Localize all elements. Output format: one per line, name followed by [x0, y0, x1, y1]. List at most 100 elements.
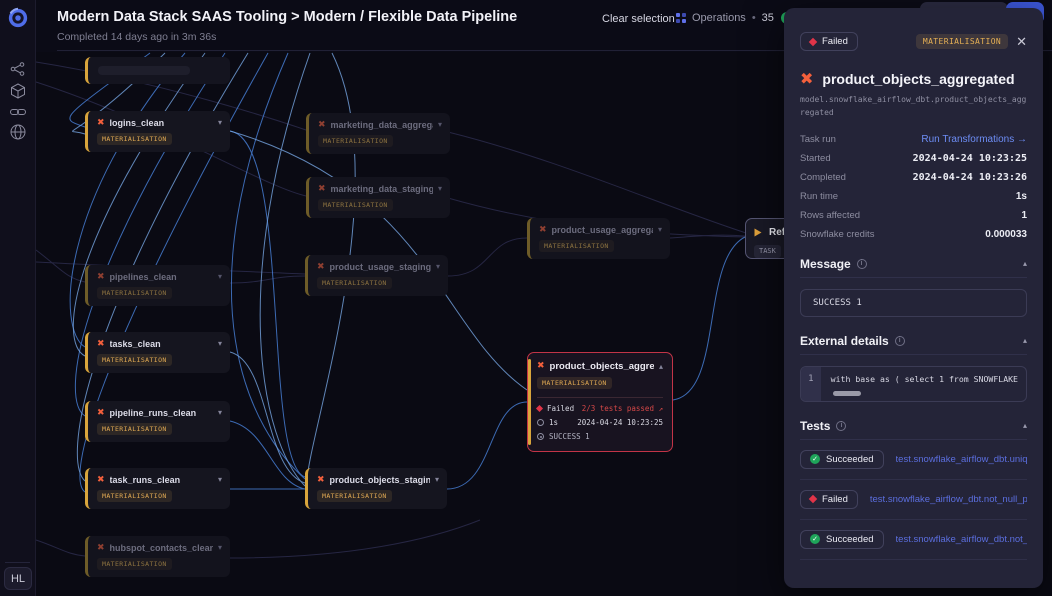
- node-label: product_usage_aggregated: [551, 225, 653, 235]
- graph-node-product-objects-aggregated-selected[interactable]: ✖ product_objects_aggregated ▴ MATERIALI…: [527, 352, 673, 452]
- integrations-nav-icon[interactable]: [9, 103, 27, 121]
- close-icon[interactable]: ✕: [1016, 34, 1027, 49]
- graph-node-hubspot-contacts-clean[interactable]: ✖ hubspot_contacts_clean ▾ MATERIALISATI…: [85, 536, 230, 577]
- info-icon[interactable]: i: [856, 258, 867, 269]
- test-link[interactable]: test.snowflake_airflow_dbt.not_null_pr: [869, 493, 1027, 505]
- user-avatar[interactable]: HL: [4, 567, 32, 590]
- dbt-icon: ✖: [97, 271, 105, 282]
- test-link[interactable]: test.snowflake_airflow_dbt.unique_pro: [895, 453, 1027, 465]
- dbt-icon: ✖: [97, 117, 105, 128]
- node-label: hubspot_contacts_clean: [109, 543, 213, 553]
- horizontal-scrollbar[interactable]: [833, 390, 861, 396]
- chevron-down-icon[interactable]: ▾: [217, 543, 222, 552]
- node-label: pipeline_runs_clean: [109, 408, 197, 418]
- chevron-down-icon[interactable]: ▾: [436, 262, 441, 271]
- detail-row: Rows affected 1: [800, 210, 1027, 221]
- detail-row: Task run Run Transformations →: [800, 134, 1027, 145]
- collapse-icon[interactable]: ▴: [1022, 336, 1027, 346]
- node-label: marketing_data_aggregated: [330, 120, 433, 130]
- test-link[interactable]: test.snowflake_airflow_dbt.not_null_pr: [895, 533, 1027, 545]
- node-detail-panel: Failed MATERIALISATION ✕ ✖ product_objec…: [784, 8, 1043, 588]
- graph-node-tasks-clean[interactable]: ✖ tasks_clean ▾ MATERIALISATION: [85, 332, 230, 373]
- graph-node-pipeline-runs-clean[interactable]: ✖ pipeline_runs_clean ▾ MATERIALISATION: [85, 401, 230, 442]
- materialisation-badge: MATERIALISATION: [915, 34, 1009, 49]
- materialisation-badge: MATERIALISATION: [318, 135, 393, 147]
- graph-node-product-usage-staging[interactable]: ✖ product_usage_staging ▾ MATERIALISATIO…: [305, 255, 448, 296]
- section-title: External details: [800, 333, 889, 348]
- status-badge: Failed: [800, 32, 858, 51]
- code-text: with base as ( select 1 from SNOWFLAKE: [830, 373, 1018, 384]
- node-label: product_objects_staging: [329, 475, 430, 485]
- panel-title: product_objects_aggregated: [822, 71, 1015, 87]
- test-row: Failed test.snowflake_airflow_dbt.not_nu…: [800, 480, 1027, 520]
- task-run-link[interactable]: Run Transformations →: [921, 133, 1027, 145]
- chevron-down-icon[interactable]: ▾: [437, 184, 442, 193]
- test-status-badge: Failed: [800, 489, 858, 509]
- info-icon[interactable]: i: [836, 420, 847, 431]
- node-accent-bar: [528, 359, 531, 445]
- node-label: product_usage_staging: [329, 262, 431, 272]
- pipelines-nav-icon[interactable]: [9, 60, 27, 78]
- node-label: tasks_clean: [109, 339, 161, 349]
- detail-row: Snowflake credits 0.000033: [800, 229, 1027, 240]
- chevron-down-icon[interactable]: ▾: [657, 225, 662, 234]
- chevron-down-icon[interactable]: ▾: [217, 475, 222, 484]
- products-nav-icon[interactable]: [9, 82, 27, 100]
- dbt-icon: ✖: [97, 542, 105, 553]
- node-status: Failed: [547, 404, 575, 413]
- chevron-down-icon[interactable]: ▾: [217, 339, 222, 348]
- chevron-down-icon[interactable]: ▾: [217, 118, 222, 127]
- graph-node-marketing-data-staging[interactable]: ✖ marketing_data_staging ▾ MATERIALISATI…: [306, 177, 450, 218]
- collapse-icon[interactable]: ▴: [1022, 259, 1027, 269]
- graph-node-task-runs-clean[interactable]: ✖ task_runs_clean ▾ MATERIALISATION: [85, 468, 230, 509]
- collapse-icon[interactable]: ▴: [1022, 421, 1027, 431]
- web-nav-icon[interactable]: [9, 123, 27, 141]
- chevron-down-icon[interactable]: ▾: [434, 475, 439, 484]
- test-status-badge: ✓ Succeeded: [800, 529, 884, 549]
- app-logo-icon[interactable]: [7, 7, 29, 29]
- dbt-icon: ✖: [317, 261, 325, 272]
- node-label: logins_clean: [109, 118, 165, 128]
- materialisation-badge: MATERIALISATION: [97, 558, 172, 570]
- sql-code-block: 1 with base as ( select 1 from SNOWFLAKE: [800, 365, 1027, 402]
- node-label: pipelines_clean: [109, 272, 177, 282]
- node-message: SUCCESS 1: [549, 432, 590, 441]
- node-label: marketing_data_staging: [330, 184, 433, 194]
- test-status-label: Succeeded: [826, 453, 874, 465]
- info-icon[interactable]: i: [894, 335, 905, 346]
- detail-label: Run time: [800, 190, 839, 202]
- node-label: Refre: [769, 227, 795, 238]
- graph-node-product-usage-aggregated[interactable]: ✖ product_usage_aggregated ▾ MATERIALISA…: [527, 218, 670, 259]
- node-label: product_objects_aggregated: [549, 361, 654, 372]
- message-section-header: Message i ▴: [800, 257, 1027, 278]
- chevron-down-icon[interactable]: ▾: [217, 272, 222, 281]
- test-status-label: Failed: [822, 493, 848, 505]
- separator-dot: •: [751, 12, 756, 24]
- graph-node-partial[interactable]: [85, 57, 230, 84]
- check-circle-icon: ✓: [810, 534, 820, 545]
- dbt-icon: ✖: [318, 119, 326, 130]
- chevron-down-icon[interactable]: ▾: [437, 120, 442, 129]
- graph-node-logins-clean[interactable]: ✖ logins_clean ▾ MATERIALISATION: [85, 111, 230, 152]
- detail-label: Completed: [800, 171, 846, 183]
- graph-node-product-objects-staging[interactable]: ✖ product_objects_staging ▾ MATERIALISAT…: [305, 468, 447, 509]
- node-divider: [537, 397, 663, 398]
- materialisation-badge: MATERIALISATION: [318, 199, 393, 211]
- clear-selection-button[interactable]: Clear selection: [602, 13, 675, 25]
- task-warning-icon: [754, 228, 762, 237]
- dbt-icon: ✖: [97, 338, 105, 349]
- clock-icon: [537, 419, 544, 426]
- materialisation-badge: MATERIALISATION: [537, 377, 612, 389]
- materialisation-badge: MATERIALISATION: [539, 240, 614, 252]
- failed-diamond-icon: [808, 37, 818, 46]
- chevron-up-icon[interactable]: ▴: [658, 361, 663, 371]
- test-row: ✓ Succeeded test.snowflake_airflow_dbt.u…: [800, 440, 1027, 480]
- code-line-number: 1: [801, 366, 821, 401]
- graph-node-marketing-data-aggregated[interactable]: ✖ marketing_data_aggregated ▾ MATERIALIS…: [306, 113, 450, 154]
- graph-node-pipelines-clean[interactable]: ✖ pipelines_clean ▾ MATERIALISATION: [85, 265, 230, 306]
- tests-summary-link[interactable]: 2/3 tests passed ↗: [581, 404, 663, 413]
- message-box: SUCCESS 1: [800, 288, 1027, 317]
- chevron-down-icon[interactable]: ▾: [217, 408, 222, 417]
- materialisation-badge: MATERIALISATION: [317, 490, 392, 502]
